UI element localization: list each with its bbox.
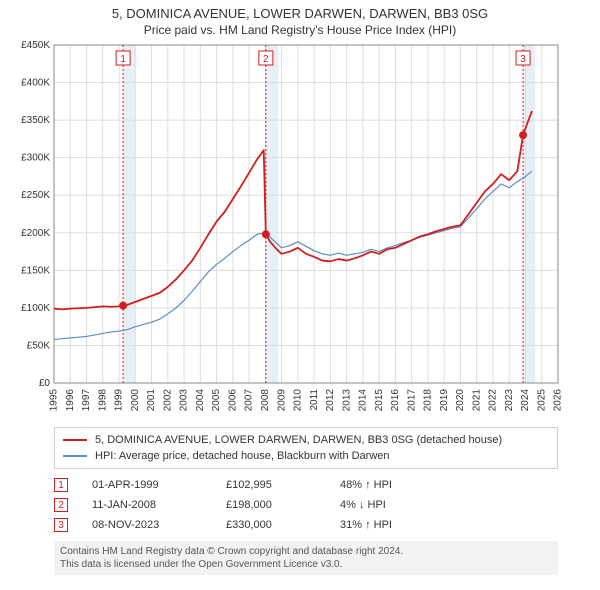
- svg-text:£350K: £350K: [21, 115, 50, 126]
- svg-text:2016: 2016: [390, 389, 401, 412]
- svg-text:2019: 2019: [439, 389, 450, 412]
- svg-text:2018: 2018: [423, 389, 434, 412]
- svg-text:2006: 2006: [227, 389, 238, 412]
- svg-text:2011: 2011: [309, 389, 320, 411]
- svg-text:£450K: £450K: [21, 41, 50, 51]
- legend-swatch: [63, 455, 87, 457]
- svg-text:2021: 2021: [471, 389, 482, 412]
- svg-text:£150K: £150K: [21, 265, 50, 276]
- marker-price: £102,995: [226, 479, 316, 491]
- svg-text:£250K: £250K: [21, 190, 50, 201]
- marker-number-box: 1: [54, 478, 68, 492]
- svg-text:2008: 2008: [260, 389, 271, 412]
- marker-date: 08-NOV-2023: [92, 519, 202, 531]
- footer: Contains HM Land Registry data © Crown c…: [54, 541, 558, 575]
- svg-text:2024: 2024: [520, 389, 531, 412]
- marker-price: £330,000: [226, 519, 316, 531]
- marker-date: 11-JAN-2008: [92, 499, 202, 511]
- svg-text:2009: 2009: [276, 389, 287, 412]
- svg-text:2026: 2026: [553, 389, 564, 412]
- legend-row: HPI: Average price, detached house, Blac…: [63, 448, 549, 464]
- svg-text:3: 3: [520, 54, 526, 65]
- legend: 5, DOMINICA AVENUE, LOWER DARWEN, DARWEN…: [54, 427, 558, 469]
- svg-text:2003: 2003: [179, 389, 190, 412]
- svg-text:£0: £0: [39, 378, 51, 389]
- marker-delta: 4% ↓ HPI: [340, 499, 430, 511]
- marker-row: 1 01-APR-1999 £102,995 48% ↑ HPI: [54, 475, 558, 495]
- svg-text:2023: 2023: [504, 389, 515, 412]
- marker-price: £198,000: [226, 499, 316, 511]
- marker-delta: 48% ↑ HPI: [340, 479, 430, 491]
- svg-text:2013: 2013: [341, 389, 352, 412]
- svg-text:£400K: £400K: [21, 78, 50, 89]
- title-sub: Price paid vs. HM Land Registry's House …: [8, 23, 592, 37]
- svg-text:1: 1: [120, 54, 126, 65]
- marker-row: 2 11-JAN-2008 £198,000 4% ↓ HPI: [54, 495, 558, 515]
- marker-table: 1 01-APR-1999 £102,995 48% ↑ HPI 2 11-JAN-200…: [54, 475, 558, 535]
- legend-label: HPI: Average price, detached house, Blac…: [95, 450, 390, 462]
- svg-text:2007: 2007: [244, 389, 255, 412]
- svg-text:2000: 2000: [130, 389, 141, 412]
- svg-text:£300K: £300K: [21, 153, 50, 164]
- chart-svg: £0 £50K £100K £150K £200K £250K £300K £350K £400…: [8, 41, 592, 421]
- svg-text:2002: 2002: [162, 389, 173, 412]
- svg-text:2015: 2015: [374, 389, 385, 412]
- svg-text:2010: 2010: [293, 389, 304, 412]
- svg-text:2020: 2020: [455, 389, 466, 412]
- footer-line-1: Contains HM Land Registry data © Crown c…: [60, 545, 552, 558]
- svg-text:2004: 2004: [195, 389, 206, 412]
- svg-text:£100K: £100K: [21, 303, 50, 314]
- chart: £0 £50K £100K £150K £200K £250K £300K £350K £400…: [8, 41, 592, 421]
- svg-text:2022: 2022: [488, 389, 499, 412]
- svg-text:£50K: £50K: [27, 340, 51, 351]
- svg-text:1999: 1999: [114, 389, 125, 412]
- marker-row: 3 08-NOV-2023 £330,000 31% ↑ HPI: [54, 515, 558, 535]
- title-main: 5, DOMINICA AVENUE, LOWER DARWEN, DARWEN…: [8, 6, 592, 21]
- marker-number-box: 3: [54, 518, 68, 532]
- svg-text:1996: 1996: [65, 389, 76, 412]
- marker-number-box: 2: [54, 498, 68, 512]
- legend-swatch: [63, 439, 87, 441]
- footer-line-2: This data is licensed under the Open Gov…: [60, 558, 552, 571]
- title-block: 5, DOMINICA AVENUE, LOWER DARWEN, DARWEN…: [8, 6, 592, 37]
- svg-text:2: 2: [263, 54, 269, 65]
- legend-label: 5, DOMINICA AVENUE, LOWER DARWEN, DARWEN…: [95, 434, 502, 446]
- marker-delta: 31% ↑ HPI: [340, 519, 430, 531]
- svg-text:2005: 2005: [211, 389, 222, 412]
- svg-text:2017: 2017: [406, 389, 417, 412]
- svg-text:£200K: £200K: [21, 228, 50, 239]
- svg-text:1998: 1998: [97, 389, 108, 412]
- legend-row: 5, DOMINICA AVENUE, LOWER DARWEN, DARWEN…: [63, 432, 549, 448]
- svg-text:2001: 2001: [146, 389, 157, 412]
- svg-text:1997: 1997: [81, 389, 92, 412]
- svg-text:2014: 2014: [358, 389, 369, 412]
- svg-text:2012: 2012: [325, 389, 336, 412]
- svg-text:1995: 1995: [49, 389, 60, 412]
- marker-date: 01-APR-1999: [92, 479, 202, 491]
- svg-text:2025: 2025: [536, 389, 547, 412]
